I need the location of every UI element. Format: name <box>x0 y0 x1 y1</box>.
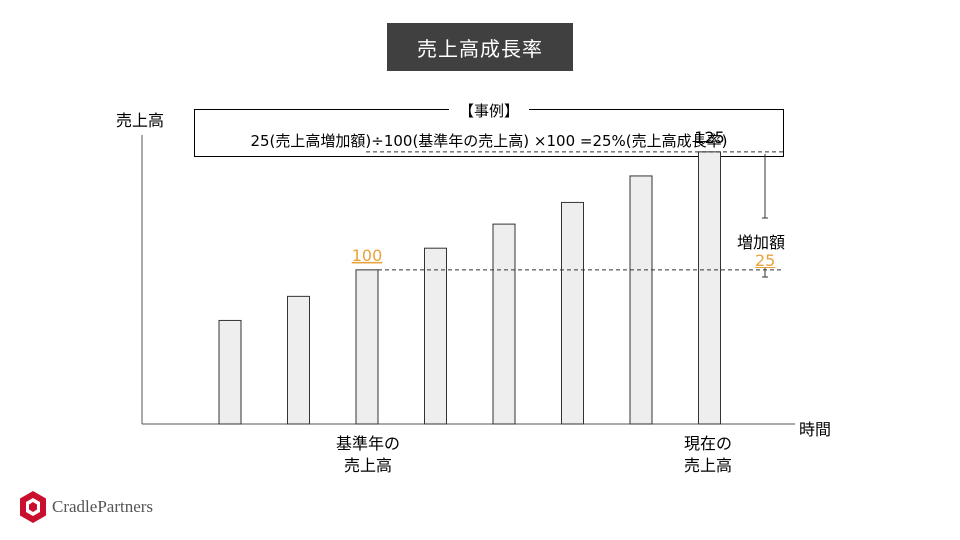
formula-text: 25(売上高増加額)÷100(基準年の売上高) ×100 =25%(売上高成長率… <box>250 132 728 150</box>
bar-8 <box>698 151 721 425</box>
bar-5 <box>492 223 516 425</box>
bar-6 <box>561 201 584 425</box>
page-title: 売上高成長率 <box>387 23 573 71</box>
data-label-3: 100 <box>352 246 383 265</box>
bar-7 <box>629 175 653 425</box>
x-axis-label: 時間 <box>799 420 832 439</box>
logo-mark-icon <box>20 491 46 523</box>
increase-label: 増加額 <box>737 233 786 252</box>
y-axis-label: 売上高 <box>116 111 165 130</box>
bar-1 <box>218 319 242 425</box>
logo-text: CradlePartners <box>52 497 154 516</box>
category-label-base-year: 基準年の 売上高 <box>335 434 400 475</box>
example-tag: 【事例】 <box>448 100 530 121</box>
example-box: 【事例】 25(売上高増加額)÷100(基準年の売上高) ×100 =25%(売… <box>194 100 784 157</box>
category-label-current: 現在の 売上高 <box>683 434 732 475</box>
bar-2 <box>287 295 310 425</box>
bar-3 <box>355 269 379 425</box>
data-label-8: 125 <box>694 128 725 147</box>
company-logo: CradlePartners <box>18 490 153 524</box>
increase-value: 25 <box>755 251 776 270</box>
bar-4 <box>424 247 447 425</box>
